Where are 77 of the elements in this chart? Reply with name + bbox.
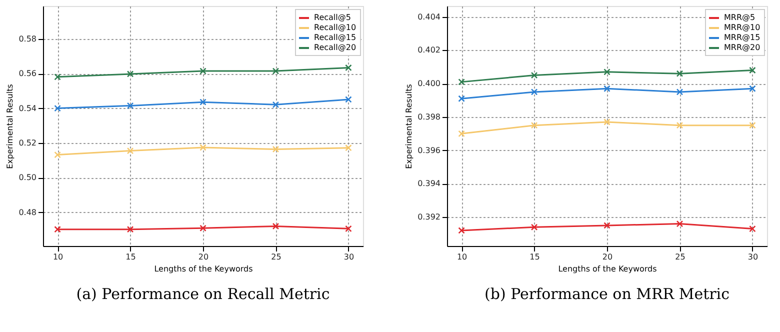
x-tick-label: 10 [52, 252, 64, 262]
text: (a) Performance on Recall Metric [76, 285, 330, 303]
y-tick-label: 0.396 [418, 146, 440, 155]
point [458, 95, 465, 102]
y-tick-label: 0.50 [18, 173, 36, 182]
point [676, 70, 684, 77]
point [272, 68, 280, 74]
y-tick-label: 0.398 [418, 112, 440, 122]
y-tick-label: 0.48 [18, 208, 36, 217]
x-tick-label: 20 [602, 252, 613, 262]
point [749, 85, 756, 92]
y-tick-label: 0.58 [18, 34, 36, 44]
x-axis-title: Lengths of the Keywords [558, 264, 657, 274]
point [345, 96, 352, 103]
point [749, 225, 756, 232]
x-tick-label: 25 [675, 252, 686, 262]
point [749, 66, 756, 74]
point [458, 227, 465, 234]
legend-label: Recall@10 [314, 23, 356, 32]
point [126, 226, 134, 233]
point [200, 224, 206, 232]
y-tick-label: 0.394 [418, 179, 440, 188]
point [54, 104, 61, 112]
legend-label: Recall@20 [314, 43, 356, 52]
y-tick-label: 0.392 [418, 212, 440, 222]
y-tick-label: 0.400 [418, 79, 440, 88]
point [272, 146, 280, 153]
point [126, 70, 134, 78]
y-axis-title: Experimental Results [6, 84, 15, 169]
point [200, 68, 206, 74]
y-tick-label: 0.54 [18, 104, 36, 113]
legend-label: MRR@15 [724, 33, 760, 42]
x-axis-title: Lengths of the Keywords [154, 264, 253, 274]
y-tick-label: 0.402 [418, 46, 440, 55]
x-tick-label: 25 [271, 252, 282, 262]
y-tick-label: 0.52 [18, 138, 36, 148]
legend-label: MRR@20 [724, 43, 760, 52]
point [272, 222, 280, 230]
x-tick-label: 20 [198, 252, 209, 262]
x-tick-label: 30 [748, 252, 758, 262]
point [54, 74, 61, 80]
point [676, 88, 684, 96]
legend-label: MRR@5 [724, 13, 756, 22]
y-tick-label: 0.56 [18, 69, 36, 78]
point [604, 68, 610, 76]
x-tick-label: 15 [530, 252, 540, 262]
point [458, 78, 465, 86]
point [272, 101, 280, 108]
point [54, 226, 61, 233]
y-axis-title: Experimental Results [404, 84, 414, 169]
point [200, 144, 206, 151]
point [530, 122, 538, 129]
point [54, 151, 61, 158]
point [604, 118, 610, 126]
point [200, 98, 206, 106]
legend-label: Recall@15 [314, 33, 356, 42]
point [676, 122, 684, 129]
point [604, 222, 610, 229]
point [604, 85, 610, 92]
legend-label: MRR@10 [724, 23, 760, 32]
x-tick-label: 15 [126, 252, 136, 262]
point [126, 147, 134, 154]
point [345, 144, 352, 152]
x-tick-label: 10 [456, 252, 468, 262]
y-tick-label: 0.404 [418, 12, 440, 22]
point [345, 225, 352, 232]
point [676, 220, 684, 228]
point [530, 72, 538, 79]
point [530, 224, 538, 231]
text: (b) Performance on MRR Metric [484, 285, 730, 303]
point [345, 64, 352, 72]
point [530, 88, 538, 96]
point [126, 102, 134, 110]
x-tick-label: 30 [344, 252, 354, 262]
legend-label: Recall@5 [314, 13, 351, 22]
point [749, 122, 756, 129]
point [458, 130, 465, 138]
